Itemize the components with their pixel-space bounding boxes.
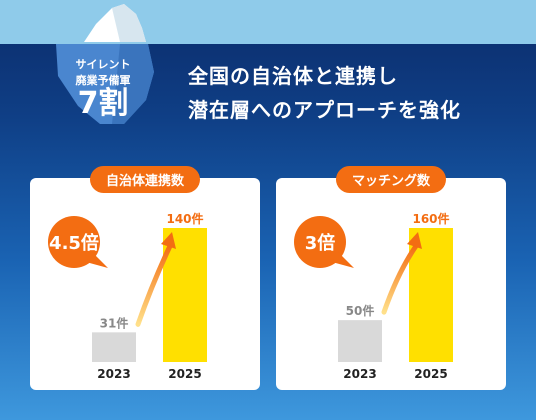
growth-arrow (381, 243, 419, 315)
badge-line-3: 7割 (77, 86, 129, 121)
iceberg-tip-shade (112, 4, 146, 42)
category-label-2023: 2023 (97, 367, 130, 381)
chart-title-matchings: マッチング数 (335, 166, 447, 193)
badge-line-1: サイレント (75, 58, 131, 71)
multiplier-badge-tail (332, 252, 354, 268)
multiplier-badge (294, 216, 346, 268)
category-label-2023: 2023 (343, 367, 376, 381)
bar-value-label-2025: 160件 (412, 211, 449, 226)
chart-partnerships: 31件 2023 140件 2025 4.5倍 (48, 211, 207, 381)
chart-panel-partnerships: 31件 2023 140件 2025 4.5倍 自治体連携数 (30, 166, 260, 390)
growth-arrow-head (161, 232, 176, 249)
chart-title-partnerships: 自治体連携数 (89, 166, 201, 193)
badge-line-2: 廃業予備軍 (75, 74, 131, 87)
bar-2023 (338, 320, 382, 362)
chart-matchings: 50件 2023 160件 2025 3倍 (294, 211, 453, 381)
iceberg-body-shade (112, 44, 154, 124)
bar-value-label-2023: 31件 (100, 315, 129, 330)
multiplier-badge-tail (86, 252, 108, 268)
growth-arrow-head (407, 232, 422, 249)
headline-line-2: 潜在層へのアプローチを強化 (188, 98, 461, 122)
bar-value-label-2025: 140件 (166, 211, 203, 226)
multiplier-label: 3倍 (305, 232, 336, 254)
multiplier-label: 4.5倍 (49, 232, 99, 254)
growth-arrow (135, 243, 173, 327)
bar-2023 (92, 332, 136, 362)
category-label-2025: 2025 (414, 367, 447, 381)
bar-value-label-2023: 50件 (346, 303, 375, 318)
iceberg-badge (56, 4, 154, 124)
bar-2025 (409, 228, 453, 362)
category-label-2025: 2025 (168, 367, 201, 381)
headline-line-1: 全国の自治体と連携し (188, 64, 398, 88)
multiplier-badge (48, 216, 100, 268)
chart-panel-matchings: 50件 2023 160件 2025 3倍 マッチング数 (276, 166, 506, 390)
